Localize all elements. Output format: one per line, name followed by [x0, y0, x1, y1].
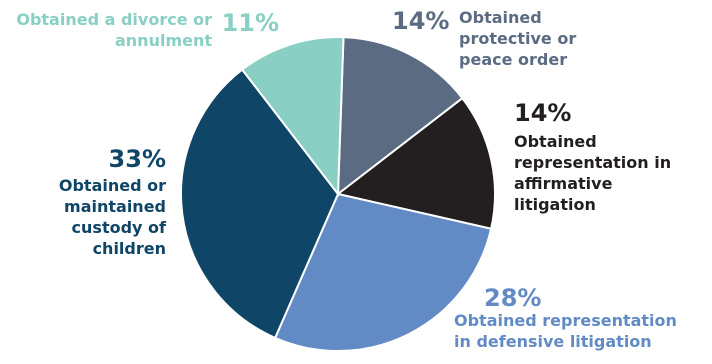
- pie-slice-4: [240, 36, 345, 197]
- slice-text: Obtained or maintained custody of childr…: [58, 176, 166, 258]
- slice-label-defensive-litigation: 28% Obtained representation in defensive…: [440, 285, 710, 353]
- pie-slice-0: [336, 36, 464, 197]
- slice-percent: 14%: [514, 99, 572, 127]
- slice-text: Obtained representation in defensive lit…: [454, 311, 677, 352]
- pie-slice-2: [273, 192, 493, 352]
- pie-slice-1: [335, 96, 496, 230]
- slice-text: Obtained representation in affirmative l…: [514, 132, 672, 214]
- slice-label-protective-order: 14% Obtained protective or peace order: [392, 8, 712, 70]
- pie-slices: [180, 36, 496, 352]
- slice-percent: 14%: [392, 7, 450, 35]
- slice-percent: 11%: [221, 9, 280, 37]
- slice-text: Obtained protective or peace order: [459, 8, 577, 69]
- slice-label-affirmative-litigation: 14% Obtained representation in affirmati…: [514, 100, 694, 216]
- slice-percent: 28%: [484, 284, 542, 312]
- slice-percent: 33%: [108, 145, 166, 173]
- slice-label-divorce: Obtained a divorce or annulment 11%: [0, 10, 290, 52]
- pie-slice-3: [180, 68, 340, 340]
- slice-text: Obtained a divorce or annulment: [16, 10, 212, 50]
- slice-label-custody: 33% Obtained or maintained custody of ch…: [20, 146, 166, 260]
